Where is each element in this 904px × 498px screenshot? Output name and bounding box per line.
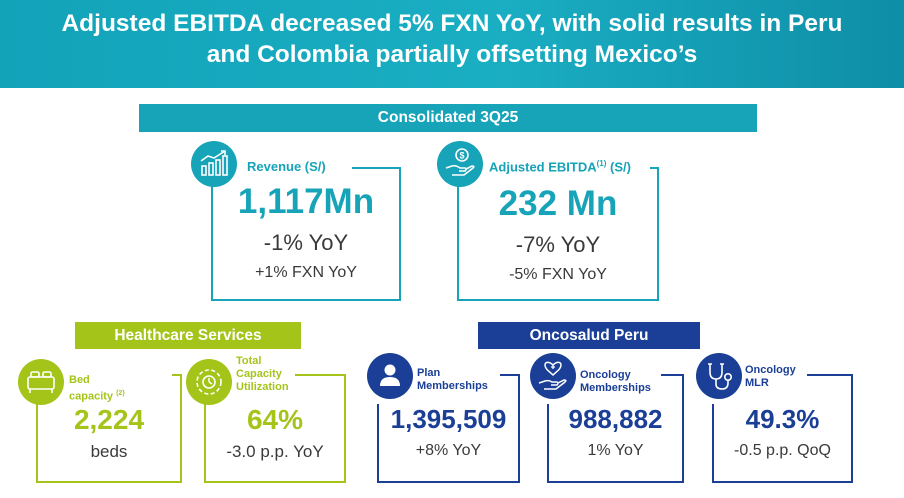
- healthcare-banner-label: Healthcare Services: [114, 327, 262, 344]
- revenue-value: 1,117Mn: [237, 182, 375, 221]
- money-hand-icon: $: [437, 141, 483, 187]
- consolidated-banner: Consolidated 3Q25: [139, 104, 757, 132]
- bed-label-line1: Bed: [69, 374, 90, 386]
- bed-footnote: (2): [116, 390, 125, 397]
- oncosalud-banner: Oncosalud Peru: [478, 322, 700, 349]
- revenue-fxn: +1% FXN YoY: [255, 264, 357, 281]
- ebitda-label-text: Adjusted EBITDA: [489, 159, 597, 175]
- mlr-change: -0.5 p.p. QoQ: [734, 442, 831, 459]
- plan-label: Plan Memberships: [417, 367, 488, 393]
- oncology-label-line2: Memberships: [580, 382, 651, 394]
- growth-chart-icon: [191, 141, 237, 187]
- plan-value: 1,395,509: [390, 404, 507, 434]
- bed-icon: [18, 359, 64, 405]
- bed-unit: beds: [90, 442, 128, 461]
- utilization-label: Total Capacity Utilization: [236, 355, 289, 394]
- utilization-label-line1: Total: [236, 355, 262, 367]
- ebitda-label: Adjusted EBITDA(1) (S/): [489, 159, 631, 174]
- ebitda-footnote: (1): [596, 159, 607, 168]
- page-title: Adjusted EBITDA decreased 5% FXN YoY, wi…: [0, 8, 904, 70]
- person-icon: [367, 353, 413, 399]
- ebitda-value: 232 Mn: [498, 184, 618, 223]
- bed-label: Bed capacity (2): [69, 374, 125, 404]
- stethoscope-icon: [696, 353, 742, 399]
- mlr-label-line2: MLR: [745, 377, 769, 389]
- utilization-label-line3: Utilization: [236, 381, 289, 393]
- header-band: Adjusted EBITDA decreased 5% FXN YoY, wi…: [0, 0, 904, 88]
- utilization-value: 64%: [246, 404, 304, 435]
- plan-label-line2: Memberships: [417, 380, 488, 392]
- oncology-label-line1: Oncology: [580, 369, 631, 381]
- page-title-line1: Adjusted EBITDA decreased 5% FXN YoY, wi…: [61, 10, 843, 37]
- page-title-line2: and Colombia partially offsetting Mexico…: [206, 41, 698, 68]
- mlr-label-line1: Oncology: [745, 364, 796, 376]
- oncosalud-banner-label: Oncosalud Peru: [529, 327, 649, 344]
- utilization-label-line2: Capacity: [236, 368, 282, 380]
- utilization-change: -3.0 p.p. YoY: [226, 442, 324, 461]
- oncology-change: 1% YoY: [587, 442, 644, 459]
- oncology-label: Oncology Memberships: [580, 369, 651, 395]
- revenue-label: Revenue (S/): [247, 159, 326, 174]
- mlr-value: 49.3%: [745, 404, 820, 434]
- healthcare-banner: Healthcare Services: [75, 322, 301, 349]
- ebitda-fxn: -5% FXN YoY: [509, 266, 607, 283]
- oncology-value: 988,882: [568, 404, 663, 434]
- ebitda-unit: (S/): [610, 159, 631, 175]
- consolidated-banner-label: Consolidated 3Q25: [377, 109, 519, 126]
- revenue-yoy: -1% YoY: [263, 230, 349, 255]
- bed-label-text: capacity: [69, 390, 114, 403]
- svg-text:$: $: [459, 151, 464, 161]
- bed-label-line2: capacity (2): [69, 387, 125, 404]
- ebitda-yoy: -7% YoY: [515, 232, 601, 257]
- plan-label-line1: Plan: [417, 367, 441, 379]
- mlr-label: Oncology MLR: [745, 364, 796, 390]
- gear-cycle-icon: [186, 359, 232, 405]
- heart-hand-icon: [530, 353, 576, 399]
- bed-value: 2,224: [73, 404, 145, 435]
- plan-change: +8% YoY: [415, 442, 482, 459]
